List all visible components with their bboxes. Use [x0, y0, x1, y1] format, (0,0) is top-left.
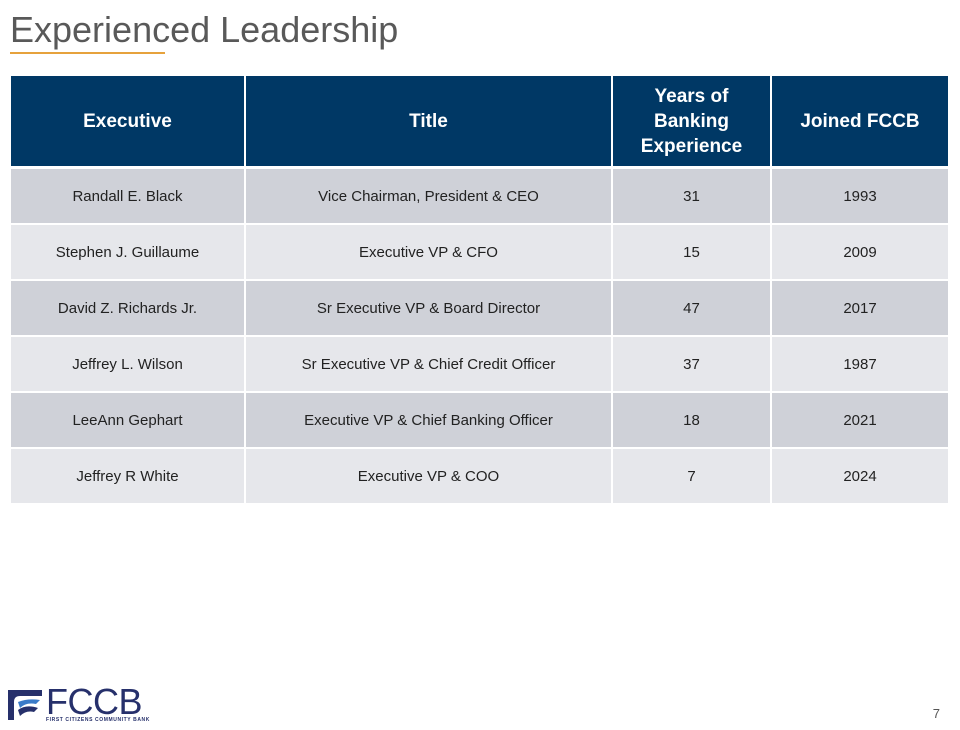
header-title: Title: [245, 76, 613, 169]
joined-year: 1987: [771, 336, 948, 393]
page-number: 7: [932, 706, 940, 721]
header-years-experience: Years of Banking Experience: [612, 76, 772, 169]
executive-title: Executive VP & Chief Banking Officer: [245, 392, 613, 449]
joined-year: 2009: [771, 224, 948, 281]
years-experience: 7: [612, 448, 772, 505]
table-row: LeeAnn Gephart Executive VP & Chief Bank…: [11, 392, 948, 449]
years-experience: 47: [612, 280, 772, 337]
joined-year: 1993: [771, 167, 948, 225]
logo-subtitle: FIRST CITIZENS COMMUNITY BANK: [46, 717, 150, 723]
executive-name: LeeAnn Gephart: [11, 392, 246, 449]
header-joined: Joined FCCB: [771, 76, 948, 169]
header-executive: Executive: [11, 76, 246, 169]
joined-year: 2021: [771, 392, 948, 449]
executive-name: Jeffrey L. Wilson: [11, 336, 246, 393]
page-title: Experienced Leadership: [10, 9, 399, 50]
years-experience: 18: [612, 392, 772, 449]
executive-title: Vice Chairman, President & CEO: [245, 167, 613, 225]
executive-title: Sr Executive VP & Chief Credit Officer: [245, 336, 613, 393]
table-row: David Z. Richards Jr. Sr Executive VP & …: [11, 280, 948, 337]
fccb-logo: FCCB FIRST CITIZENS COMMUNITY BANK: [6, 684, 156, 726]
table-row: Jeffrey L. Wilson Sr Executive VP & Chie…: [11, 336, 948, 393]
executive-title: Executive VP & CFO: [245, 224, 613, 281]
executive-name: Randall E. Black: [11, 167, 246, 225]
years-experience: 31: [612, 167, 772, 225]
logo-wordmark: FCCB: [46, 681, 143, 722]
table-row: Randall E. Black Vice Chairman, Presiden…: [11, 167, 948, 225]
table-row: Jeffrey R White Executive VP & COO 7 202…: [11, 448, 948, 505]
leadership-table: Executive Title Years of Banking Experie…: [11, 76, 948, 505]
fccb-swoosh-icon: [8, 690, 42, 720]
executive-title: Sr Executive VP & Board Director: [245, 280, 613, 337]
table-header-row: Executive Title Years of Banking Experie…: [11, 76, 948, 169]
executive-name: Jeffrey R White: [11, 448, 246, 505]
title-underline: [10, 52, 165, 54]
years-experience: 37: [612, 336, 772, 393]
executive-name: Stephen J. Guillaume: [11, 224, 246, 281]
executive-title: Executive VP & COO: [245, 448, 613, 505]
joined-year: 2024: [771, 448, 948, 505]
years-experience: 15: [612, 224, 772, 281]
joined-year: 2017: [771, 280, 948, 337]
table-row: Stephen J. Guillaume Executive VP & CFO …: [11, 224, 948, 281]
executive-name: David Z. Richards Jr.: [11, 280, 246, 337]
